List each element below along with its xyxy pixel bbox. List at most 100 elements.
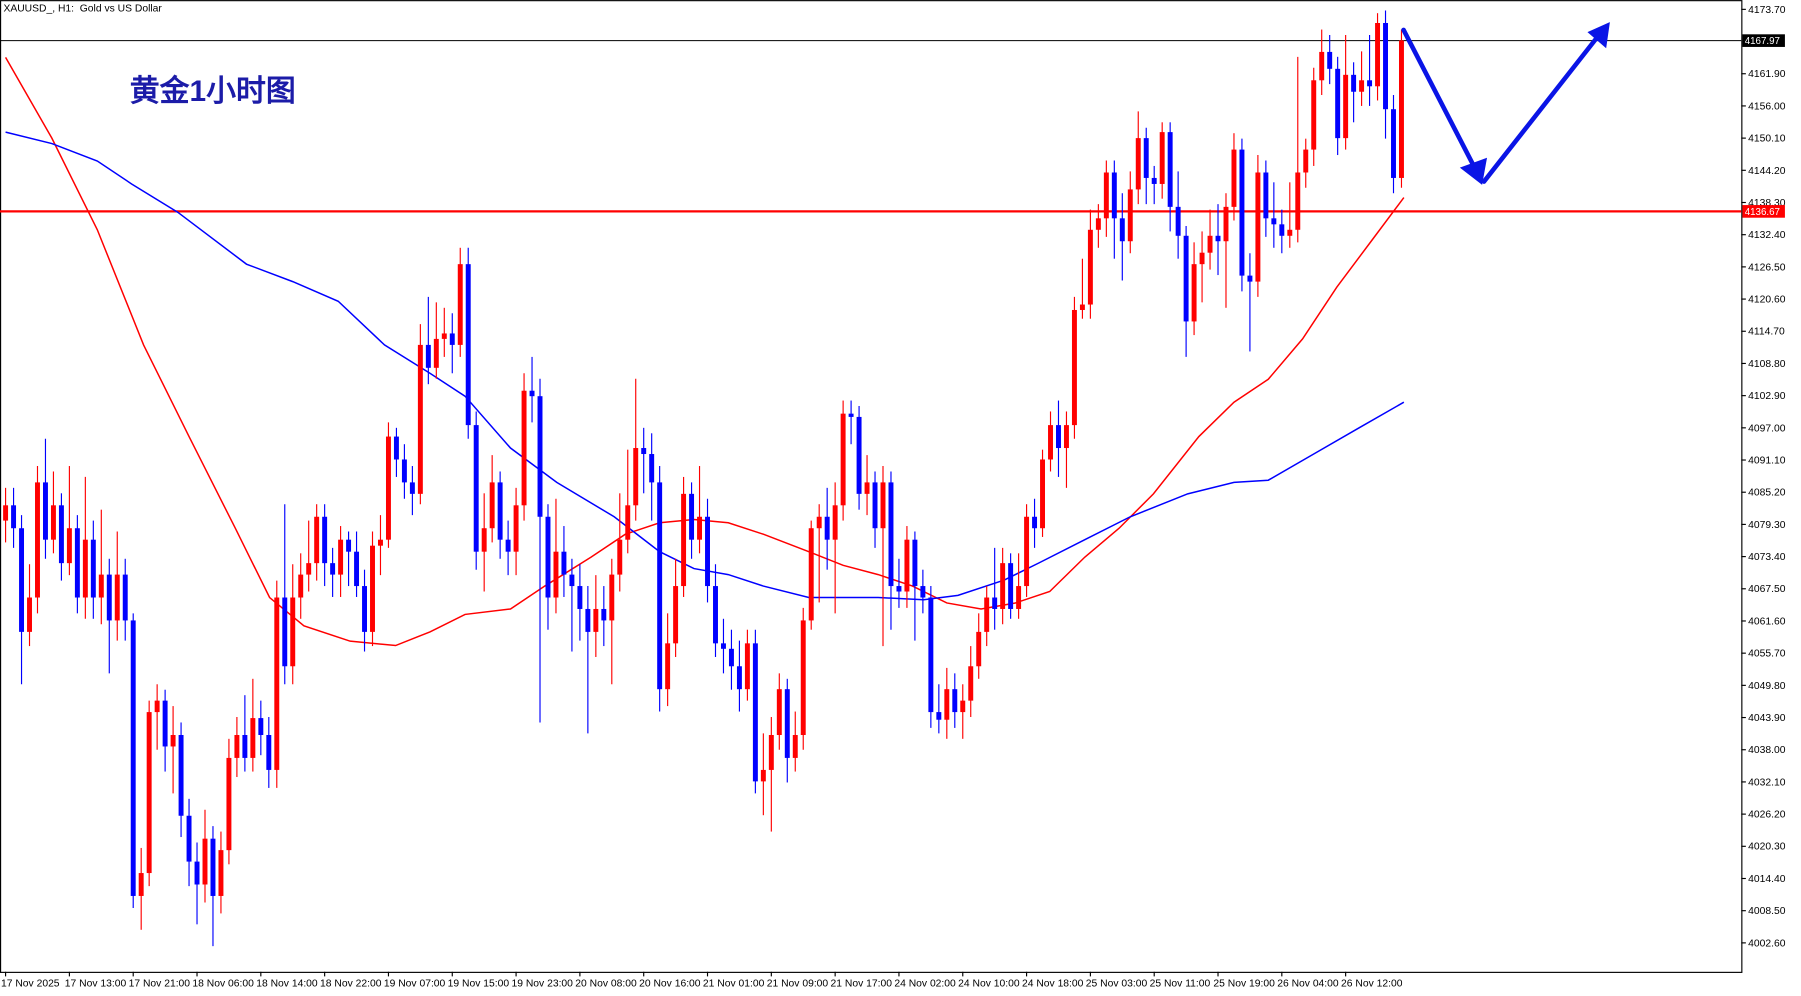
arrow-head	[1587, 22, 1610, 49]
candle-body	[593, 608, 599, 632]
candle-body	[1351, 74, 1357, 92]
arrow-head	[1459, 157, 1488, 185]
candle-body	[1279, 224, 1285, 236]
candle-body	[1383, 22, 1388, 110]
price-label-box	[1742, 205, 1785, 218]
y-tick-label: 4173.70	[1748, 5, 1786, 16]
candle-body	[1303, 149, 1309, 173]
candle-body	[234, 735, 240, 758]
candle-body	[848, 413, 854, 417]
candle-body	[553, 551, 559, 598]
candle-body	[1024, 516, 1030, 587]
x-tick-label: 18 Nov 22:00	[320, 979, 382, 990]
x-tick-label: 24 Nov 10:00	[958, 979, 1020, 990]
y-tick-label: 4085.20	[1748, 488, 1786, 499]
candle-body	[449, 333, 455, 345]
candle-body	[872, 482, 878, 529]
candle-body	[617, 539, 623, 575]
y-tick-label: 4120.60	[1748, 295, 1786, 306]
candle-body	[992, 597, 998, 609]
candle-body	[1167, 132, 1173, 207]
candle-body	[1151, 177, 1157, 184]
candle-body	[1183, 235, 1189, 322]
candle-body	[784, 689, 790, 758]
candle-body	[513, 505, 519, 552]
candle-body	[1375, 22, 1381, 87]
candle-body	[242, 735, 248, 758]
y-tick-label: 4032.10	[1748, 777, 1786, 788]
x-tick-label: 26 Nov 04:00	[1277, 979, 1339, 990]
y-tick-label: 4073.40	[1748, 552, 1786, 563]
candle-body	[282, 597, 288, 667]
candle-body	[728, 648, 734, 667]
candle-body	[736, 666, 742, 690]
candle-body	[792, 735, 798, 758]
candle-body	[1111, 172, 1117, 219]
candle-body	[1079, 304, 1085, 310]
candle-body	[896, 586, 902, 592]
candle-body	[1071, 309, 1077, 426]
y-tick-label: 4049.80	[1748, 681, 1786, 692]
x-tick-label: 17 Nov 2025	[1, 979, 60, 990]
x-tick-label: 25 Nov 11:00	[1150, 979, 1211, 990]
y-tick-label: 4097.00	[1748, 423, 1786, 434]
y-tick-label: 4055.70	[1748, 649, 1786, 660]
candle-body	[1159, 132, 1165, 184]
forecast-arrows	[1401, 22, 1610, 185]
y-tick-label: 4043.90	[1748, 713, 1786, 724]
candle-body	[952, 689, 958, 713]
candle-body	[146, 712, 152, 874]
candle-body	[904, 539, 910, 592]
candle-body	[976, 631, 982, 667]
candle-body	[1247, 275, 1253, 282]
candle-body	[665, 643, 671, 690]
candle-body	[481, 528, 487, 552]
x-tick-label: 18 Nov 06:00	[192, 979, 254, 990]
y-tick-label: 4038.00	[1748, 745, 1786, 756]
candle-body	[330, 563, 336, 575]
candle-body	[154, 700, 160, 713]
candle-body	[505, 539, 511, 552]
candle-body	[577, 586, 583, 609]
candle-body	[1207, 235, 1213, 253]
candle-body	[984, 597, 990, 632]
candle-body	[800, 620, 806, 736]
candle-body	[274, 597, 280, 770]
candle-body	[50, 505, 56, 540]
candle-body	[529, 390, 535, 397]
candle-body	[497, 482, 503, 540]
candle-body	[106, 574, 112, 621]
candle-body	[298, 574, 304, 598]
candle-body	[1223, 206, 1229, 242]
price-label-box	[1742, 34, 1785, 47]
candle-body	[1103, 172, 1109, 219]
candle-body	[98, 574, 104, 598]
candle-body	[202, 838, 208, 885]
candle-body	[1319, 51, 1325, 81]
candle-body	[362, 586, 367, 632]
candle-body	[1287, 229, 1293, 236]
candle-body	[1335, 68, 1341, 139]
candle-body	[35, 482, 40, 598]
candle-body	[1271, 218, 1277, 225]
x-tick-label: 19 Nov 07:00	[384, 979, 446, 990]
candle-body	[641, 448, 647, 455]
candle-body	[864, 482, 870, 494]
candle-body	[888, 482, 894, 587]
candle-body	[920, 586, 926, 598]
candle-body	[210, 838, 216, 896]
candle-body	[776, 689, 782, 736]
candle-body	[1040, 459, 1046, 529]
candle-body	[968, 666, 974, 701]
candle-body	[186, 815, 192, 862]
candle-body	[1391, 109, 1396, 178]
candle-body	[569, 574, 575, 587]
x-tick-label: 21 Nov 01:00	[703, 979, 765, 990]
candle-body	[1263, 172, 1269, 219]
candle-body	[354, 551, 360, 587]
candle-body	[162, 700, 168, 747]
candle-body	[457, 264, 463, 345]
candle-body	[760, 769, 766, 782]
y-axis: 4173.70 4161.90 4156.00 4150.10 4144.20 4138.…	[1, 5, 1786, 990]
candle-body	[250, 718, 256, 758]
